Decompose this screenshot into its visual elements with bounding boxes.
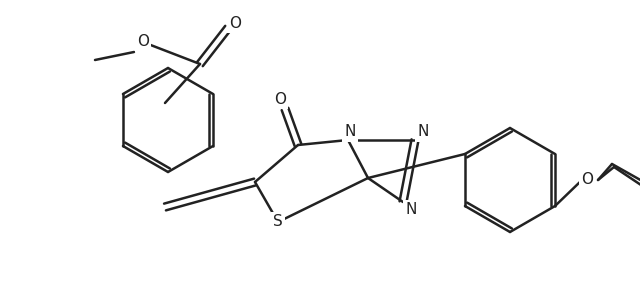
Text: O: O: [229, 15, 241, 30]
Text: N: N: [405, 202, 417, 218]
Text: O: O: [137, 34, 149, 50]
Text: N: N: [344, 124, 356, 140]
Text: O: O: [581, 173, 593, 187]
Text: N: N: [417, 124, 429, 140]
Text: S: S: [273, 215, 283, 230]
Text: O: O: [274, 91, 286, 107]
